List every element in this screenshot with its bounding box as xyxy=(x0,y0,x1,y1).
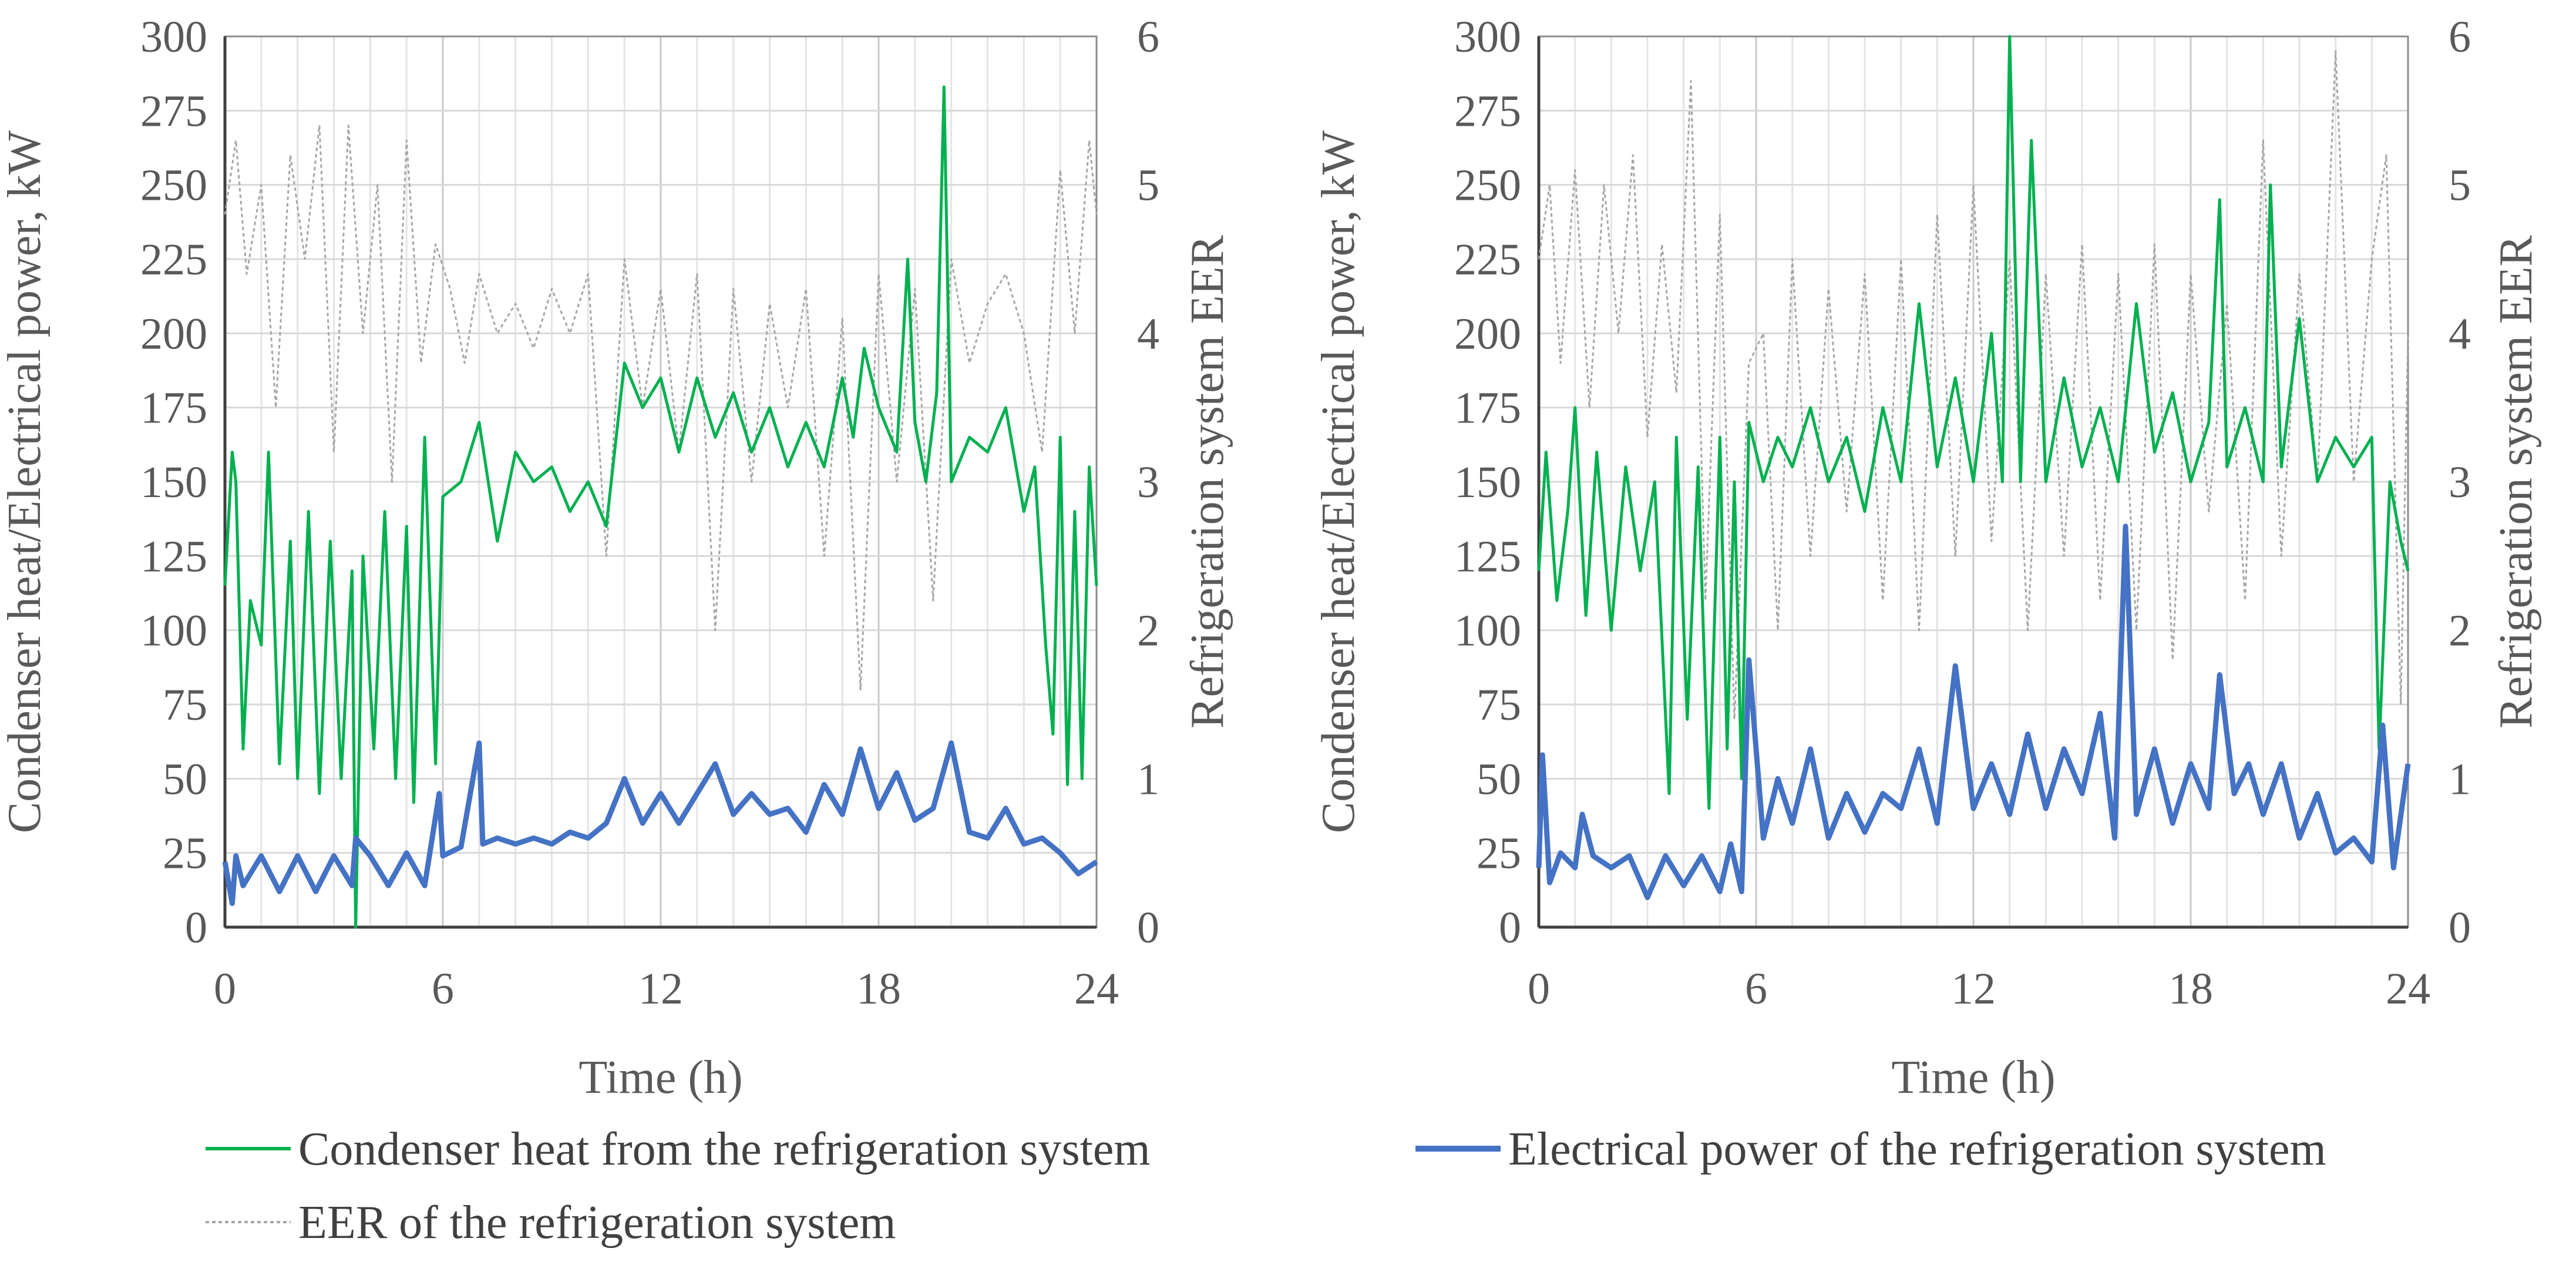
x-axis-title: Time (h) xyxy=(1891,1052,2055,1103)
y-tick-label: 25 xyxy=(163,829,207,878)
y-tick-label: 200 xyxy=(1454,309,1521,358)
x-tick-label: 6 xyxy=(432,964,454,1014)
series-condenser-heat-line xyxy=(1537,35,2410,810)
y2-tick-label: 5 xyxy=(1137,161,1159,210)
y-axis-title: Condenser heat/Electrical power, kW xyxy=(0,130,51,833)
x-tick-label: 12 xyxy=(638,964,683,1014)
y-tick-label: 125 xyxy=(1454,532,1521,581)
series-electrical-power-line xyxy=(1536,524,2411,900)
y2-tick-label: 0 xyxy=(1137,903,1159,952)
legend-item-electrical-power: Electrical power of the refrigeration sy… xyxy=(1415,1123,2326,1175)
y2-tick-label: 2 xyxy=(2449,606,2471,656)
right-chart-panel: 0255075100125150175200225250275300012345… xyxy=(1313,12,2542,1103)
x-tick-label: 18 xyxy=(2168,964,2213,1014)
legend: Condenser heat from the refrigeration sy… xyxy=(206,1123,2326,1249)
x-tick-label: 24 xyxy=(2386,964,2430,1014)
y-tick-label: 225 xyxy=(140,235,207,284)
y-tick-label: 150 xyxy=(140,458,207,507)
y-tick-label: 225 xyxy=(1454,235,1521,284)
series-condenser-heat-line xyxy=(223,85,1098,929)
x-tick-label: 0 xyxy=(214,964,236,1014)
y-tick-label: 0 xyxy=(1499,903,1521,952)
x-tick-label: 6 xyxy=(1745,964,1767,1014)
x-tick-label: 18 xyxy=(856,964,901,1014)
y2-tick-label: 4 xyxy=(1137,309,1159,358)
y-tick-label: 275 xyxy=(1454,86,1521,136)
x-tick-label: 0 xyxy=(1528,964,1550,1014)
y-tick-label: 250 xyxy=(1454,161,1521,210)
y-tick-label: 250 xyxy=(140,161,207,210)
y-tick-label: 175 xyxy=(140,384,207,433)
y-tick-label: 275 xyxy=(140,86,207,136)
y-axis-title: Condenser heat/Electrical power, kW xyxy=(1313,130,1364,833)
y-tick-label: 300 xyxy=(1454,12,1521,62)
y2-axis-title: Refrigeration system EER xyxy=(2490,234,2542,728)
y-tick-label: 50 xyxy=(1477,754,1521,804)
legend-label-electrical-power: Electrical power of the refrigeration sy… xyxy=(1508,1123,2326,1175)
x-tick-label: 12 xyxy=(1951,964,1996,1014)
y-tick-label: 50 xyxy=(163,754,207,804)
y2-tick-label: 6 xyxy=(2449,12,2471,62)
series-eer-line xyxy=(224,125,1098,691)
y-tick-label: 100 xyxy=(140,606,207,656)
y2-tick-label: 3 xyxy=(2449,458,2471,507)
y-tick-label: 300 xyxy=(140,12,207,62)
y2-tick-label: 0 xyxy=(2449,903,2471,952)
y2-axis-title: Refrigeration system EER xyxy=(1182,234,1233,728)
legend-item-condenser-heat: Condenser heat from the refrigeration sy… xyxy=(206,1123,1151,1175)
y2-tick-label: 1 xyxy=(2449,754,2471,804)
x-tick-label: 24 xyxy=(1074,964,1119,1014)
left-chart-panel: 0255075100125150175200225250275300012345… xyxy=(0,12,1233,1103)
y-tick-label: 175 xyxy=(1454,384,1521,433)
series-electrical-power-line xyxy=(222,740,1098,907)
y2-tick-label: 4 xyxy=(2449,309,2471,358)
legend-item-eer: EER of the refrigeration system xyxy=(206,1197,896,1249)
y-tick-label: 75 xyxy=(1477,680,1521,730)
y2-tick-label: 1 xyxy=(1137,754,1159,804)
y2-tick-label: 6 xyxy=(1137,12,1159,62)
legend-label-condenser-heat: Condenser heat from the refrigeration sy… xyxy=(298,1123,1151,1175)
y-tick-label: 75 xyxy=(163,680,207,730)
y-tick-label: 150 xyxy=(1454,458,1521,507)
y2-tick-label: 2 xyxy=(1137,606,1159,656)
y-tick-label: 125 xyxy=(140,532,207,581)
legend-label-eer: EER of the refrigeration system xyxy=(298,1197,896,1249)
series-eer-line xyxy=(1538,50,2409,720)
y-tick-label: 100 xyxy=(1454,606,1521,656)
y2-tick-label: 5 xyxy=(2449,161,2471,210)
y-tick-label: 200 xyxy=(140,309,207,358)
y-tick-label: 0 xyxy=(185,903,207,952)
y-tick-label: 25 xyxy=(1477,829,1521,878)
x-axis-title: Time (h) xyxy=(579,1052,742,1103)
y2-tick-label: 3 xyxy=(1137,458,1159,507)
